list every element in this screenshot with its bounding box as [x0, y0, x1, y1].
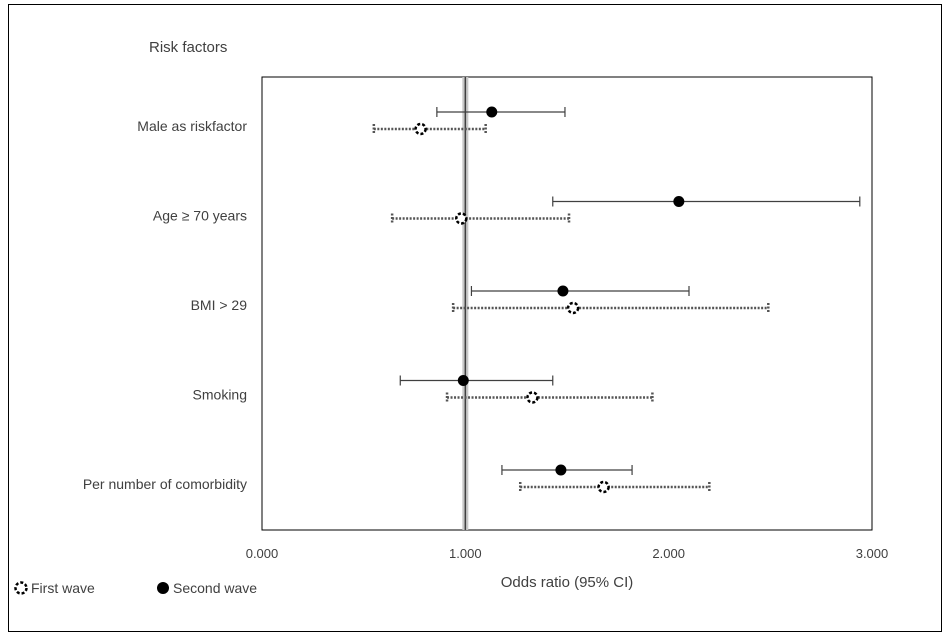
point-marker-second-wave — [557, 285, 569, 297]
x-tick-label: 1.000 — [449, 546, 482, 561]
category-label: Male as riskfactor — [137, 118, 247, 134]
point-marker-first-wave — [597, 480, 610, 494]
legend-item-first-wave: First wave — [14, 580, 95, 596]
series-group — [372, 106, 861, 494]
point-marker-second-wave — [555, 464, 567, 476]
category-label: Per number of comorbidity — [83, 476, 247, 492]
point-marker-first-wave — [566, 301, 580, 315]
legend-marker-second-wave — [157, 582, 169, 594]
point-marker-first-wave — [526, 391, 539, 404]
forest-plot: Risk factors Male as riskfactor Age ≥ 70 … — [14, 39, 889, 596]
plot-area — [261, 76, 873, 531]
x-tick-label: 0.000 — [246, 546, 279, 561]
legend-marker-first-wave — [14, 581, 28, 595]
chart-frame: Risk factors Male as riskfactor Age ≥ 70 … — [8, 4, 942, 632]
category-labels: Male as riskfactor Age ≥ 70 years BMI > 29… — [83, 118, 248, 492]
legend-label-first-wave: First wave — [31, 580, 95, 596]
category-label: BMI > 29 — [191, 297, 248, 313]
x-axis-title: Odds ratio (95% CI) — [501, 574, 634, 591]
x-tick-labels: 0.000 1.000 2.000 3.000 — [246, 546, 889, 561]
point-marker-first-wave — [455, 212, 468, 225]
point-marker-second-wave — [457, 375, 469, 386]
category-label: Age ≥ 70 years — [153, 208, 247, 224]
legend-label-second-wave: Second wave — [173, 580, 257, 596]
x-tick-label: 3.000 — [856, 546, 889, 561]
y-axis-title: Risk factors — [149, 39, 227, 56]
legend-item-second-wave: Second wave — [157, 580, 257, 596]
point-marker-second-wave — [673, 196, 685, 207]
x-tick-label: 2.000 — [652, 546, 685, 561]
legend: First wave Second wave — [14, 580, 257, 596]
category-label: Smoking — [193, 387, 247, 403]
point-marker-second-wave — [486, 106, 498, 118]
point-marker-first-wave — [414, 122, 427, 136]
